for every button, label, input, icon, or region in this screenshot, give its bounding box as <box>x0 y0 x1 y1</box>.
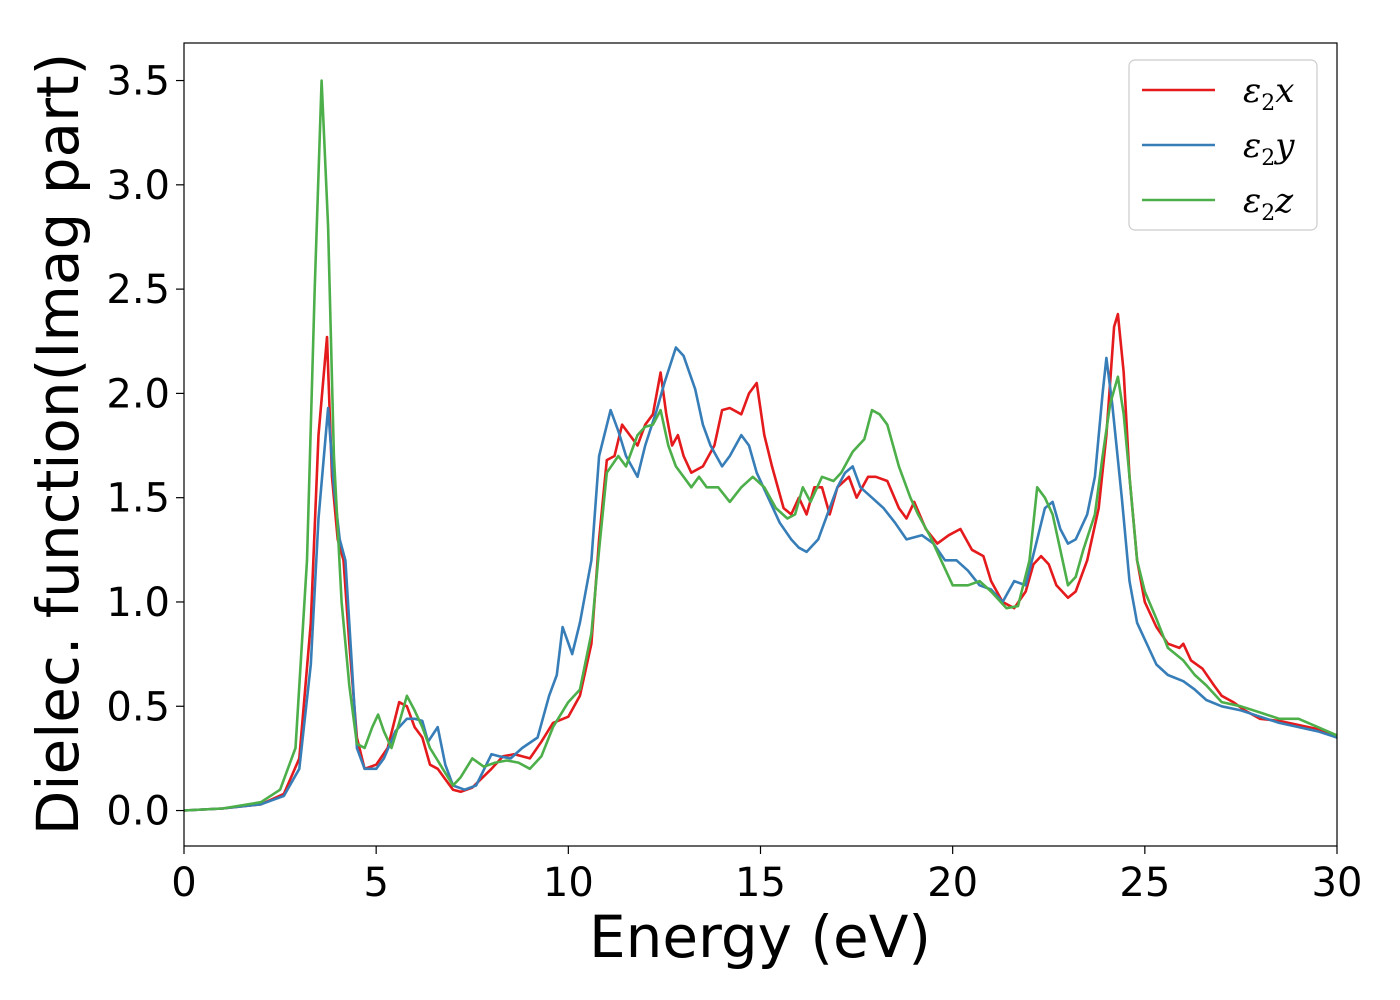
y-tick-label: 0.0 <box>106 789 170 835</box>
legend-items: ε2x ε2y ε2z <box>1142 71 1295 226</box>
x-axis-title: Energy (eV) <box>589 903 931 971</box>
x-axis: 0 5 10 15 20 25 30 <box>171 846 1362 906</box>
legend: ε2x ε2y ε2z <box>1128 59 1318 231</box>
x-tick-label: 30 <box>1312 860 1363 906</box>
y-tick-label: 0.5 <box>106 684 170 730</box>
series-layer <box>183 79 1338 812</box>
series-line-x <box>183 312 1338 812</box>
x-tick-label: 25 <box>1119 860 1170 906</box>
y-axis-title: Dielec. function(Imag part) <box>24 53 92 836</box>
legend-box <box>1128 59 1318 231</box>
y-tick-label: 3.0 <box>106 163 170 209</box>
y-axis: 0.0 0.5 1.0 1.5 2.0 2.5 3.0 3.5 <box>106 59 184 835</box>
x-tick-label: 15 <box>735 860 786 906</box>
y-tick-label: 1.5 <box>106 476 170 522</box>
y-tick-label: 3.5 <box>106 59 170 105</box>
y-tick-label: 1.0 <box>106 580 170 626</box>
y-tick-label: 2.0 <box>106 371 170 417</box>
legend-label-z: ε2z <box>1243 181 1294 226</box>
series-line-y <box>183 346 1338 812</box>
x-tick-label: 20 <box>927 860 978 906</box>
x-tick-label: 10 <box>543 860 594 906</box>
x-tick-label: 5 <box>363 860 388 906</box>
legend-label-x: ε2x <box>1243 71 1294 116</box>
x-tick-label: 0 <box>171 860 196 906</box>
series-line-z <box>183 79 1338 812</box>
legend-label-y: ε2y <box>1243 126 1295 171</box>
y-tick-label: 2.5 <box>106 267 170 313</box>
